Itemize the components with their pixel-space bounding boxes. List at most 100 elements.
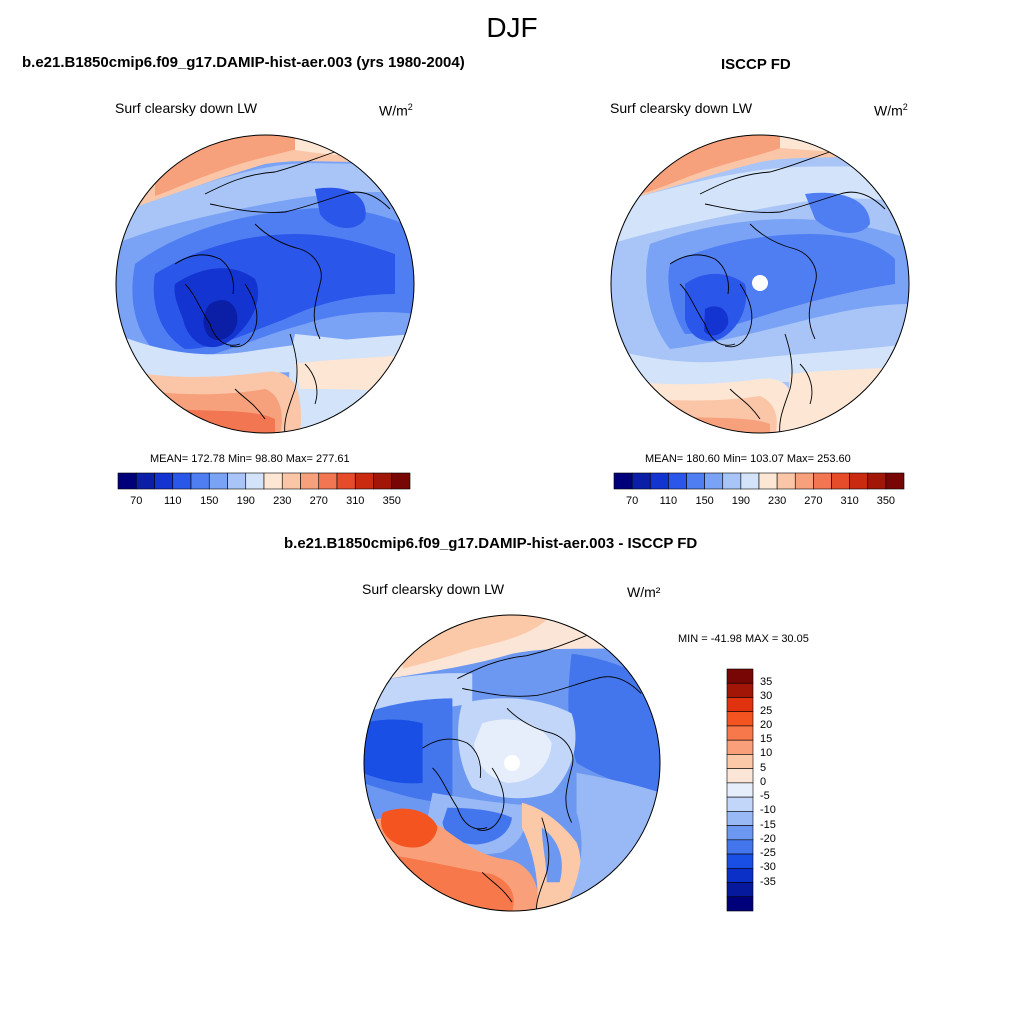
obs-stats: MEAN= 180.60 Min= 103.07 Max= 253.60 [645,453,851,465]
diff-colorbar-tick-label: 25 [760,704,773,717]
diff-colorbar-tick-label: 35 [760,676,773,689]
model-colorbar-tick-label: 110 [163,495,182,507]
diff-colorbar-swatch [726,882,754,898]
diff-colorbar-labels: 35 30 25 20 15 10 5 0 -5 -10 -15 -20 -25 -30 -35 [758,669,798,911]
diff-colorbar-tick-label: 20 [760,718,773,731]
model-colorbar-tick-label: 230 [273,495,292,507]
diff-colorbar-tick-label: 10 [760,747,773,760]
diff-colorbar-tick-label: 30 [760,690,773,703]
diff-colorbar-tick-label: 0 [760,775,767,788]
diff-colorbar-swatch [726,711,754,727]
diff-colorbar-tick-label: -35 [760,875,776,888]
obs-colorbar-tick-label: 310 [840,495,859,507]
model-colorbar-tick-label: 190 [236,495,255,507]
diff-colorbar-swatch [726,896,754,912]
obs-colorbar-swatch [631,472,651,490]
diff-colorbar-swatch [726,839,754,855]
model-colorbar-labels: 70 110 150 190 230 270 310 350 [118,495,410,509]
diff-colorbar-tick-label: -20 [760,832,776,845]
model-colorbar-tick-label: 150 [200,495,219,507]
model-colorbar-swatch [336,472,356,490]
model-colorbar-swatch [154,472,174,490]
obs-colorbar-tick-label: 110 [659,495,678,507]
obs-polar-map [610,134,910,434]
obs-colorbar-swatch [722,472,742,490]
model-colorbar-swatch [318,472,338,490]
obs-colorbar-swatch [885,472,905,490]
diff-colorbar-swatch [726,796,754,812]
diff-colorbar-swatch [726,867,754,883]
obs-colorbar-swatch [704,472,724,490]
model-colorbar-swatch [227,472,247,490]
model-colorbar-swatch [245,472,265,490]
obs-variable-label: Surf clearsky down LW [610,100,753,116]
obs-colorbar-swatch [831,472,850,490]
diff-colorbar-swatch [726,739,754,755]
figure-title: DJF [486,12,538,43]
model-panel-title: b.e21.B1850cmip6.f09_g17.DAMIP-hist-aer.… [22,54,465,71]
obs-colorbar-swatch [613,472,633,490]
obs-units-label: W/m2 [874,102,908,119]
model-colorbar-swatch [281,472,301,490]
model-polar-map [115,134,415,434]
diff-colorbar-swatch [726,682,754,698]
diff-stats: MIN = -41.98 MAX = 30.05 [678,633,809,645]
obs-colorbar-tick-label: 230 [767,495,787,507]
obs-colorbar-swatch [668,472,687,490]
model-colorbar-swatch [208,472,228,490]
diff-polar-map [363,614,661,912]
obs-colorbar-swatch [794,472,814,490]
model-colorbar-swatch [373,472,393,490]
model-stats: MEAN= 172.78 Min= 98.80 Max= 277.61 [150,453,350,465]
diff-colorbar-tick-label: -30 [760,861,776,874]
model-colorbar-swatch [135,472,155,490]
model-colorbar [117,472,411,490]
diff-variable-label: Surf clearsky down LW [362,581,505,597]
obs-colorbar-tick-label: 190 [731,495,751,507]
obs-colorbar [613,472,905,490]
model-colorbar-tick-label: 70 [130,495,143,507]
diff-colorbar-tick-label: -5 [760,790,770,803]
obs-colorbar-tick-label: 350 [876,495,896,507]
diff-colorbar-swatch [726,782,754,798]
diff-colorbar-swatch [726,668,754,684]
obs-colorbar-swatch [849,472,869,490]
diff-colorbar-swatch [726,754,754,769]
model-colorbar-tick-label: 310 [346,495,365,507]
obs-panel-title: ISCCP FD [721,56,791,73]
diff-colorbar-tick-label: -25 [760,847,776,860]
model-colorbar-tick-label: 350 [382,495,401,507]
obs-colorbar-labels: 70 110 150 190 230 270 310 350 [614,495,904,509]
diff-colorbar-tick-label: -15 [760,818,776,831]
diff-colorbar-swatch [726,725,754,741]
obs-colorbar-swatch [776,472,796,490]
obs-colorbar-swatch [740,472,760,490]
model-colorbar-swatch [391,472,411,490]
obs-colorbar-swatch [649,472,669,490]
diff-colorbar [726,668,754,912]
obs-colorbar-swatch [813,472,832,490]
diff-panel-title: b.e21.B1850cmip6.f09_g17.DAMIP-hist-aer.… [284,535,698,552]
model-colorbar-swatch [300,472,320,490]
obs-colorbar-swatch [758,472,778,490]
diff-colorbar-tick-label: 5 [760,761,767,774]
diff-colorbar-swatch [726,853,754,869]
obs-colorbar-tick-label: 150 [695,495,714,507]
model-colorbar-swatch [190,472,210,490]
model-colorbar-swatch [354,472,374,490]
diff-units-label: W/m² [627,584,661,600]
obs-colorbar-tick-label: 270 [804,495,823,507]
diff-colorbar-tick-label: 15 [760,733,773,746]
model-colorbar-swatch [263,472,283,490]
model-variable-label: Surf clearsky down LW [115,100,258,116]
diff-colorbar-swatch [726,768,754,784]
obs-colorbar-tick-label: 70 [626,495,639,507]
diff-colorbar-swatch [726,825,754,841]
diff-colorbar-swatch [726,697,754,713]
diff-colorbar-tick-label: -10 [760,804,776,817]
obs-colorbar-swatch [686,472,705,490]
model-units-label: W/m2 [379,102,413,119]
obs-colorbar-swatch [867,472,887,490]
model-colorbar-swatch [172,472,192,490]
model-colorbar-swatch [117,472,137,490]
